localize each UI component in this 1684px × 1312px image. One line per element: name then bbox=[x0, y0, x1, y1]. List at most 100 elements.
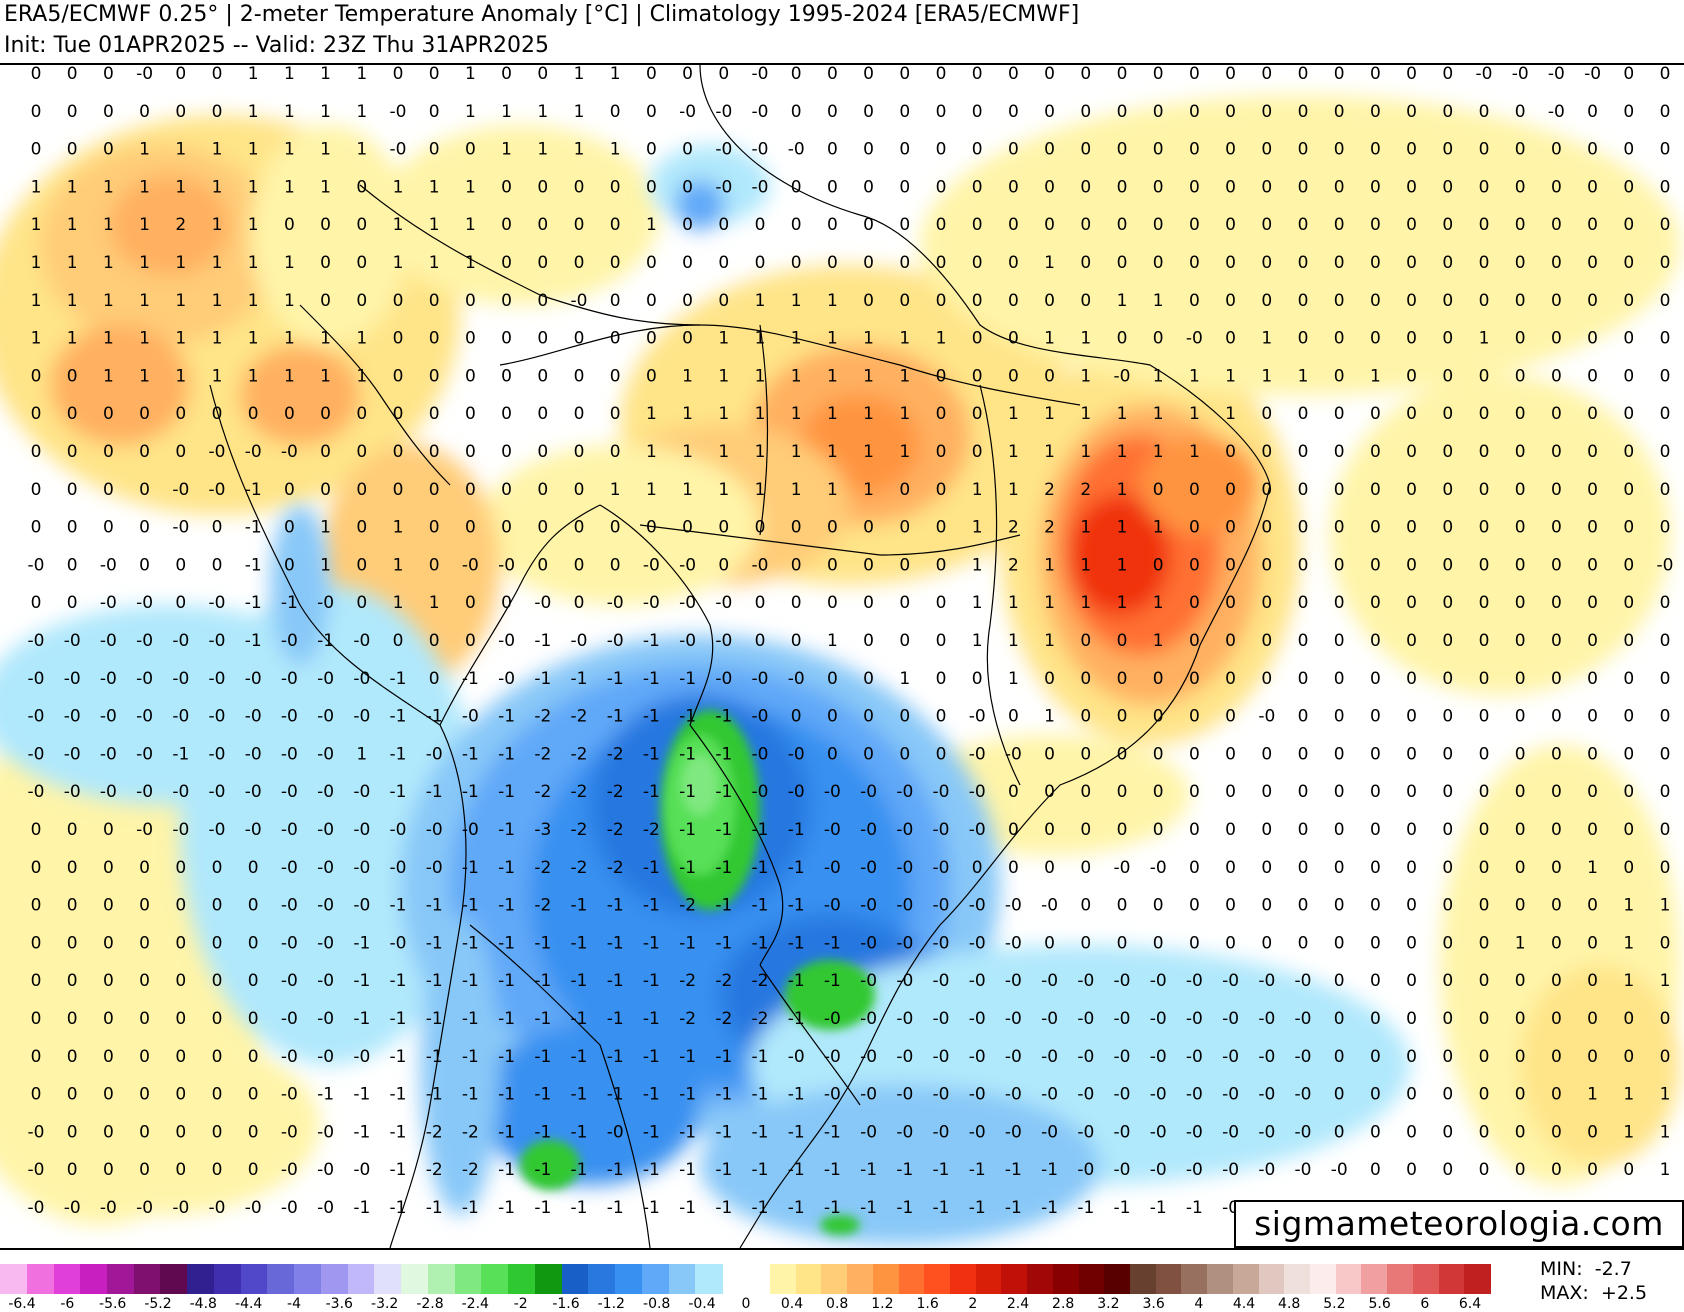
grid-value: -0 bbox=[317, 820, 334, 840]
grid-value: 0 bbox=[1623, 253, 1634, 273]
grid-value: 0 bbox=[791, 65, 802, 84]
grid-value: -0 bbox=[860, 782, 877, 802]
grid-value: -0 bbox=[1114, 1047, 1131, 1067]
grid-value: -1 bbox=[462, 971, 479, 991]
grid-value: 0 bbox=[1261, 896, 1272, 916]
grid-value: 0 bbox=[1080, 102, 1091, 122]
grid-value: 0 bbox=[972, 669, 983, 689]
grid-value: 0 bbox=[1117, 707, 1128, 727]
grid-value: 1 bbox=[356, 65, 367, 84]
grid-value: 1 bbox=[1044, 555, 1055, 575]
grid-value: 0 bbox=[1660, 933, 1671, 953]
grid-value: 0 bbox=[1370, 102, 1381, 122]
grid-value: 0 bbox=[465, 631, 476, 651]
colorbar-tick-label: 4.8 bbox=[1278, 1296, 1301, 1312]
grid-value: -0 bbox=[969, 1009, 986, 1029]
grid-value: 1 bbox=[67, 215, 78, 235]
grid-value: 0 bbox=[537, 442, 548, 462]
grid-value: 1 bbox=[1225, 366, 1236, 386]
grid-value: 0 bbox=[393, 291, 404, 311]
grid-value: 0 bbox=[501, 65, 512, 84]
grid-value: 0 bbox=[1515, 1047, 1526, 1067]
grid-value: -0 bbox=[715, 140, 732, 160]
grid-value: 2 bbox=[175, 215, 186, 235]
colorbar-cell bbox=[347, 1264, 375, 1294]
grid-value: -1 bbox=[462, 744, 479, 764]
grid-value: -1 bbox=[824, 1198, 841, 1218]
colorbar-tick-label: -6.4 bbox=[8, 1296, 36, 1312]
grid-value: 0 bbox=[791, 253, 802, 273]
grid-value: 1 bbox=[863, 480, 874, 500]
grid-value: -1 bbox=[498, 896, 515, 916]
grid-value: -0 bbox=[1005, 1009, 1022, 1029]
grid-value: 0 bbox=[31, 593, 42, 613]
grid-value: 0 bbox=[610, 253, 621, 273]
grid-value: 0 bbox=[1623, 1160, 1634, 1180]
grid-value: 0 bbox=[610, 366, 621, 386]
grid-value: 0 bbox=[1406, 404, 1417, 424]
grid-value: -0 bbox=[172, 1198, 189, 1218]
grid-value: -0 bbox=[788, 1047, 805, 1067]
grid-value: -0 bbox=[1222, 1085, 1239, 1105]
grid-value: 0 bbox=[1225, 442, 1236, 462]
grid-value: 1 bbox=[67, 177, 78, 197]
grid-value: 0 bbox=[67, 555, 78, 575]
grid-value: -0 bbox=[969, 820, 986, 840]
grid-value: 1 bbox=[1044, 631, 1055, 651]
grid-value: 0 bbox=[1334, 442, 1345, 462]
grid-value: -0 bbox=[281, 896, 298, 916]
grid-value: 0 bbox=[1080, 782, 1091, 802]
grid-value: -0 bbox=[317, 593, 334, 613]
grid-value: -1 bbox=[353, 1085, 370, 1105]
grid-value: 0 bbox=[31, 1085, 42, 1105]
grid-value: 0 bbox=[574, 518, 585, 538]
grid-value: -1 bbox=[607, 1160, 624, 1180]
grid-value: 0 bbox=[1153, 933, 1164, 953]
grid-value: 0 bbox=[175, 1009, 186, 1029]
grid-value: 1 bbox=[175, 177, 186, 197]
grid-value: -0 bbox=[824, 820, 841, 840]
grid-value: 0 bbox=[1153, 555, 1164, 575]
grid-value: 0 bbox=[718, 555, 729, 575]
grid-value: -0 bbox=[896, 1047, 913, 1067]
grid-value: 0 bbox=[67, 933, 78, 953]
grid-value: 0 bbox=[1298, 291, 1309, 311]
grid-value: -0 bbox=[896, 1085, 913, 1105]
grid-value: 0 bbox=[1442, 1085, 1453, 1105]
grid-value: -0 bbox=[281, 820, 298, 840]
grid-value: -0 bbox=[353, 820, 370, 840]
grid-value: -0 bbox=[317, 1160, 334, 1180]
grid-value: 0 bbox=[103, 518, 114, 538]
grid-value: 0 bbox=[1117, 177, 1128, 197]
grid-value: 0 bbox=[212, 858, 223, 878]
grid-value: -0 bbox=[788, 669, 805, 689]
grid-value: 0 bbox=[1442, 291, 1453, 311]
grid-value: -2 bbox=[571, 707, 588, 727]
grid-value: -1 bbox=[498, 744, 515, 764]
grid-value: -1 bbox=[462, 1085, 479, 1105]
grid-value: 0 bbox=[248, 1160, 259, 1180]
grid-value: 0 bbox=[1515, 669, 1526, 689]
grid-value: -0 bbox=[969, 971, 986, 991]
grid-value: 0 bbox=[682, 215, 693, 235]
grid-value: 0 bbox=[139, 1160, 150, 1180]
colorbar-cell bbox=[187, 1264, 215, 1294]
grid-value: 0 bbox=[67, 65, 78, 84]
grid-value: 1 bbox=[248, 140, 259, 160]
grid-value: -0 bbox=[209, 480, 226, 500]
grid-value: 0 bbox=[1334, 177, 1345, 197]
grid-value: 0 bbox=[1623, 669, 1634, 689]
colorbar-cell bbox=[1104, 1264, 1131, 1294]
grid-value: 0 bbox=[103, 65, 114, 84]
grid-value: 1 bbox=[972, 480, 983, 500]
grid-value: 2 bbox=[1008, 555, 1019, 575]
grid-value: -0 bbox=[498, 669, 515, 689]
grid-value: 0 bbox=[1153, 707, 1164, 727]
grid-value: -0 bbox=[136, 631, 153, 651]
grid-value: 0 bbox=[212, 102, 223, 122]
colorbar-tick-label: 5.6 bbox=[1368, 1296, 1391, 1312]
grid-value: 0 bbox=[791, 518, 802, 538]
colorbar-ticks: -6.4 -6 -5.6 -5.2 -4.8 -4.4 -4 -3.6 -3.2 -2.8 -2.4… bbox=[0, 1296, 1500, 1312]
grid-value: 0 bbox=[1623, 442, 1634, 462]
grid-value: 0 bbox=[1551, 177, 1562, 197]
